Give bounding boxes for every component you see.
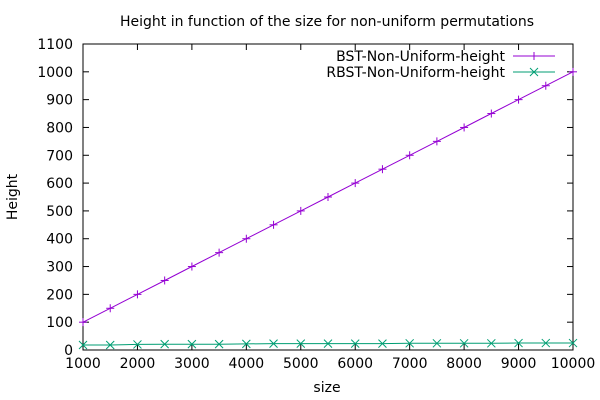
series-2-point bbox=[241, 339, 251, 349]
y-tick-label: 1000 bbox=[37, 65, 73, 81]
legend-marker-1 bbox=[530, 52, 538, 60]
x-tick-label: 3000 bbox=[174, 356, 210, 372]
legend: BST-Non-Uniform-heightRBST-Non-Uniform-h… bbox=[326, 49, 555, 81]
y-axis-label: Height bbox=[5, 173, 21, 220]
series-1-point bbox=[215, 248, 224, 257]
series-1-point bbox=[296, 206, 305, 215]
x-axis-label: size bbox=[313, 380, 340, 396]
y-tick-label: 400 bbox=[46, 232, 73, 248]
series-2-point bbox=[459, 338, 469, 348]
series-2-point bbox=[486, 338, 496, 348]
plot-frame bbox=[82, 43, 574, 351]
series-2-point bbox=[78, 340, 88, 350]
y-axis: 0 100 200 300 400 500 600 700 800 900 1000 1100 bbox=[37, 37, 573, 359]
x-tick-label: 10000 bbox=[551, 356, 596, 372]
y-tick-label: 900 bbox=[46, 93, 73, 109]
series-1-point bbox=[514, 95, 523, 104]
series-1-point bbox=[324, 193, 332, 201]
series-2-point bbox=[133, 340, 142, 349]
series-2-point bbox=[541, 338, 551, 348]
x-tick-label: 6000 bbox=[337, 356, 373, 372]
legend-label-2: RBST-Non-Uniform-height bbox=[326, 65, 505, 81]
series-1-point bbox=[133, 290, 142, 299]
plot-area bbox=[78, 67, 578, 350]
y-tick-label: 0 bbox=[64, 343, 73, 359]
series-2-point bbox=[514, 338, 523, 348]
series-2-point bbox=[405, 338, 415, 348]
y-tick-label: 500 bbox=[46, 204, 73, 220]
series-2-point bbox=[323, 339, 333, 348]
series-1-point bbox=[569, 67, 577, 76]
series-1-point bbox=[541, 81, 550, 90]
y-tick-label: 200 bbox=[46, 287, 73, 303]
series-2-point bbox=[160, 339, 170, 349]
x-tick-label: 4000 bbox=[229, 356, 265, 372]
series-1-point bbox=[460, 123, 469, 132]
series-2-point bbox=[269, 339, 278, 348]
series-1-point bbox=[160, 276, 169, 285]
series-2-point bbox=[568, 338, 578, 348]
y-tick-label: 100 bbox=[46, 315, 73, 331]
series-2-point bbox=[432, 338, 442, 348]
series-2-point bbox=[378, 339, 387, 348]
series-1-point bbox=[351, 179, 360, 188]
series-1-point bbox=[487, 109, 496, 118]
x-tick-label: 1000 bbox=[65, 356, 101, 372]
y-tick-label: 300 bbox=[46, 260, 73, 276]
series-1-point bbox=[269, 220, 278, 229]
series-1-point bbox=[79, 318, 87, 327]
x-tick-label: 9000 bbox=[501, 356, 537, 372]
series-2-point bbox=[350, 339, 360, 348]
series-2-point bbox=[296, 339, 306, 348]
series-2-point bbox=[187, 339, 197, 349]
series-1-point bbox=[378, 165, 387, 174]
x-tick-label: 7000 bbox=[392, 356, 428, 372]
y-tick-label: 600 bbox=[46, 176, 73, 192]
series-2-point bbox=[105, 340, 115, 350]
y-tick-label: 1100 bbox=[37, 37, 73, 53]
x-axis: 1000 2000 3000 4000 5000 6000 7000 8000 9000 1000… bbox=[65, 44, 595, 372]
x-tick-label: 5000 bbox=[283, 356, 319, 372]
y-tick-label: 700 bbox=[46, 148, 73, 164]
series-1-point bbox=[432, 137, 441, 146]
y-tick-label: 800 bbox=[46, 120, 73, 136]
series-2-point bbox=[214, 339, 224, 349]
series-1-point bbox=[106, 304, 115, 313]
x-tick-label: 8000 bbox=[446, 356, 482, 372]
series-1-point bbox=[187, 262, 196, 271]
legend-label-1: BST-Non-Uniform-height bbox=[336, 49, 505, 65]
legend-marker-2 bbox=[529, 67, 539, 77]
series-1-point bbox=[405, 151, 414, 160]
x-tick-label: 2000 bbox=[120, 356, 156, 372]
chart-title: Height in function of the size for non-u… bbox=[120, 14, 534, 30]
series-1-point bbox=[242, 234, 251, 243]
